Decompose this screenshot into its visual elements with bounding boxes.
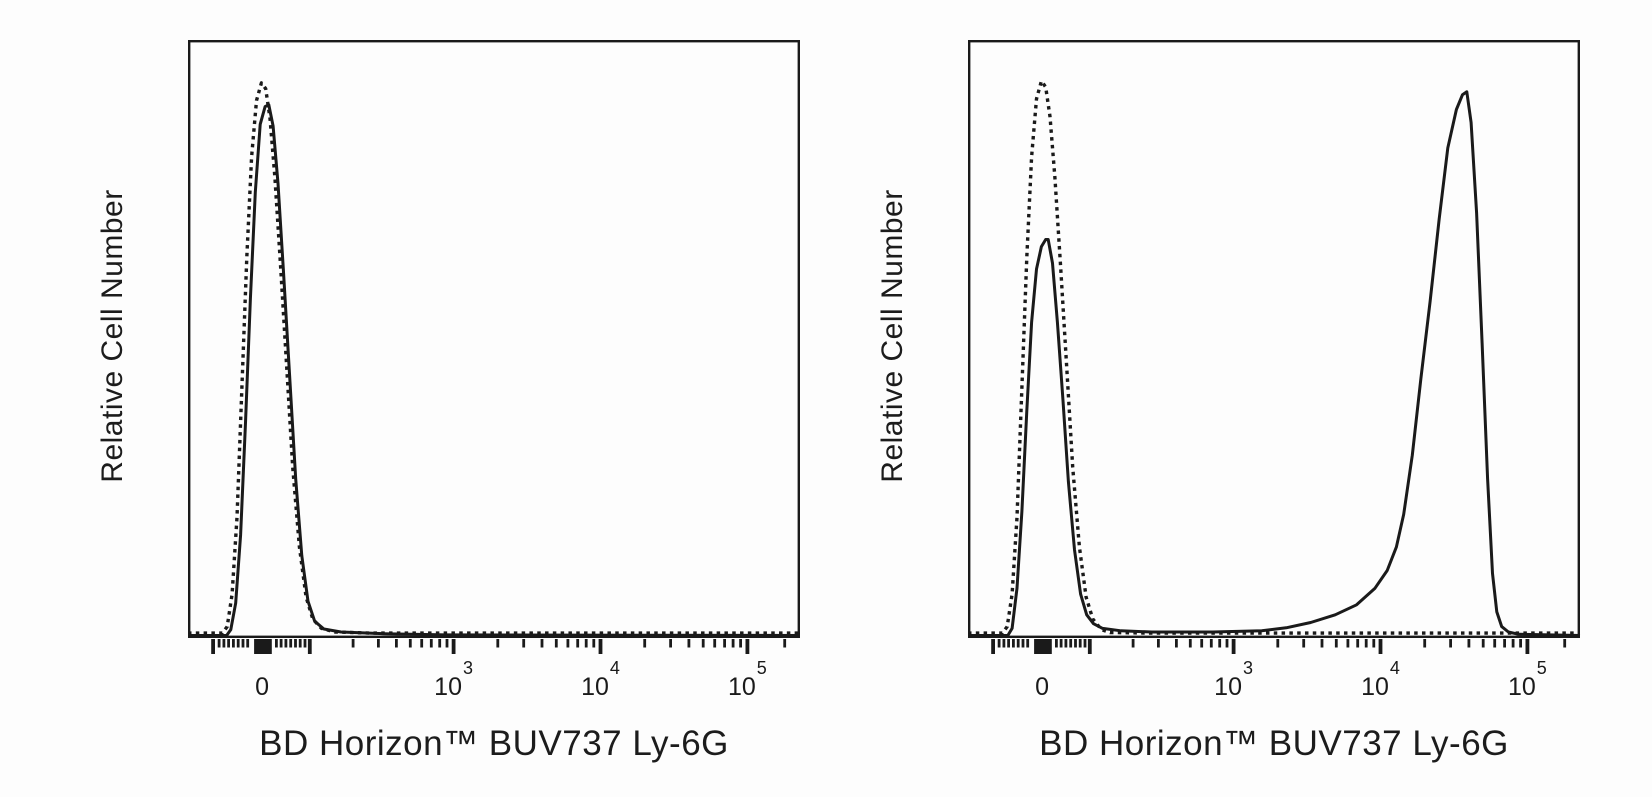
plot-border (188, 40, 800, 638)
x-tick-label: 103 (434, 658, 473, 701)
x-tick-label: 0 (255, 673, 269, 701)
x-axis-title-left: BD Horizon™ BUV737 Ly-6G (259, 724, 729, 763)
histogram-curve-dotted (968, 79, 1580, 635)
histogram-curve-solid (968, 90, 1581, 637)
x-tick-label: 104 (1361, 658, 1400, 701)
flow-histogram-panel-left: 0 103 104 105 (188, 40, 801, 701)
y-axis-title-right: Relative Cell Number (876, 189, 909, 483)
histogram-curve-dotted (188, 81, 800, 635)
x-tick-label: 105 (1508, 658, 1547, 701)
x-axis-title-right: BD Horizon™ BUV737 Ly-6G (1039, 724, 1509, 763)
y-axis-title-left: Relative Cell Number (96, 189, 129, 483)
x-tick-label: 103 (1214, 658, 1253, 701)
flow-histogram-panel-right: 0 103 104 105 (968, 40, 1581, 701)
zero-tick-block (1034, 639, 1052, 654)
plot-border (968, 40, 1580, 638)
x-tick-label: 104 (581, 658, 620, 701)
x-tick-label: 105 (728, 658, 767, 701)
zero-tick-block (254, 639, 272, 654)
histogram-curve-solid (188, 103, 801, 637)
x-tick-label: 0 (1035, 673, 1049, 701)
